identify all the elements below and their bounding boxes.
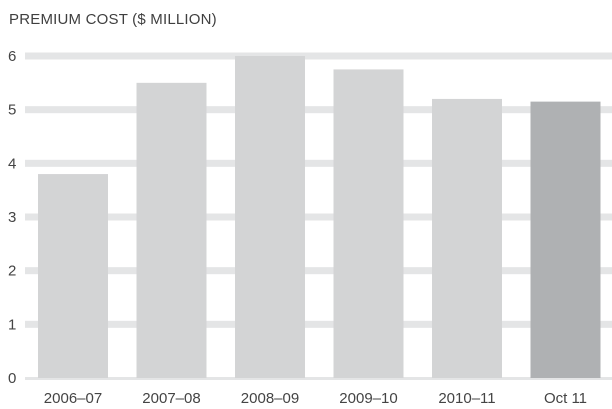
bar-5: [530, 101, 601, 378]
baseline: [25, 377, 612, 380]
gridline-6: [25, 52, 612, 60]
y-tick-label: 6: [8, 48, 16, 65]
x-category-label: 2008–09: [241, 390, 299, 407]
y-axis-ticks: 0 1 2 3 4 5 6: [8, 48, 16, 387]
gridline-2: [25, 267, 612, 275]
grid-lines: [25, 52, 612, 380]
gridline-3: [25, 213, 612, 221]
y-tick-label: 4: [8, 155, 16, 172]
x-category-label: 2010–11: [438, 390, 495, 407]
bar-3: [333, 69, 404, 379]
x-category-label: 2007–08: [142, 390, 200, 407]
y-tick-label: 1: [8, 316, 16, 333]
x-category-label: 2009–10: [339, 390, 397, 407]
chart-title: PREMIUM COST ($ MILLION): [9, 11, 217, 28]
y-tick-label: 0: [8, 370, 16, 387]
x-axis-labels: 2006–07 2007–08 2008–09 2009–10 2010–11 Oct 1…: [44, 390, 587, 407]
bar-0: [38, 174, 108, 378]
bar-2: [235, 56, 305, 378]
gridline-4: [25, 159, 612, 167]
gridline-5: [25, 106, 612, 114]
y-tick-label: 2: [8, 263, 16, 280]
gridline-1: [25, 320, 612, 328]
y-tick-label: 3: [8, 209, 16, 226]
x-category-label: 2006–07: [44, 390, 102, 407]
x-category-label: Oct 11: [544, 390, 587, 407]
bar-4: [432, 98, 502, 378]
y-tick-label: 5: [8, 102, 16, 119]
bars: [38, 56, 601, 379]
bar-1: [136, 82, 207, 378]
